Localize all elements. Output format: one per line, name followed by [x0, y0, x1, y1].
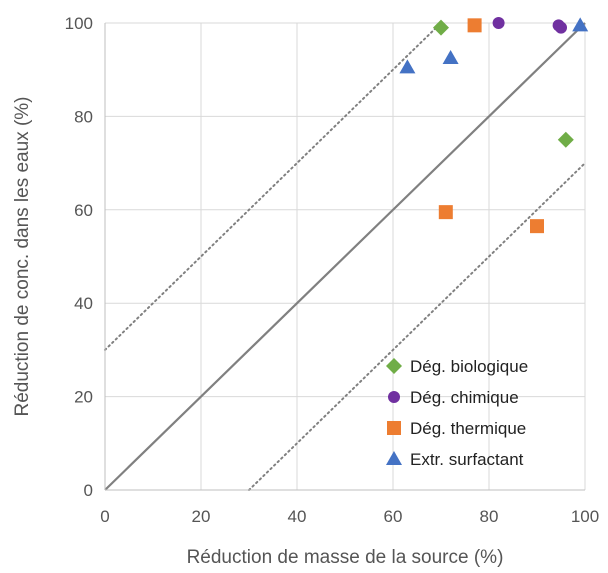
x-tick-label: 0: [100, 507, 109, 526]
x-tick-label: 100: [571, 507, 599, 526]
x-tick-label: 20: [192, 507, 211, 526]
x-tick-label: 80: [480, 507, 499, 526]
legend-label: Dég. biologique: [410, 357, 528, 376]
legend-marker-circle: [388, 391, 400, 403]
tick-labels: 0 20 40 60 80 100 0 20 40 60 80 100: [65, 14, 600, 526]
axes: [104, 23, 585, 491]
x-axis-title: Réduction de masse de la source (%): [187, 547, 504, 568]
y-axis-title: Réduction de conc. dans les eaux (%): [12, 96, 33, 416]
legend: Dég. biologique Dég. chimique Dég. thermiq…: [386, 357, 528, 469]
x-tick-label: 60: [384, 507, 403, 526]
data-point-circle: [492, 17, 505, 29]
y-tick-label: 100: [65, 14, 93, 33]
legend-label: Dég. chimique: [410, 388, 519, 407]
data-point-triangle: [572, 17, 589, 32]
data-point-square: [530, 219, 544, 234]
legend-label: Extr. surfactant: [410, 450, 524, 469]
dotted-bound-line-1: [104, 22, 442, 351]
data-point-square: [467, 18, 482, 33]
y-tick-label: 40: [74, 294, 93, 313]
y-tick-label: 20: [74, 388, 93, 407]
dotted-bound-line-2: [248, 162, 586, 491]
data-point-diamond: [433, 19, 449, 36]
legend-label: Dég. thermique: [410, 419, 526, 438]
x-tick-label: 40: [288, 507, 307, 526]
legend-marker-square: [387, 421, 401, 435]
legend-marker-diamond: [386, 358, 402, 374]
identity-line: [104, 22, 586, 491]
data-point-circle: [555, 21, 567, 34]
legend-marker-triangle: [386, 451, 402, 465]
data-point-triangle: [399, 59, 416, 74]
y-tick-label: 60: [74, 201, 93, 220]
data-point-triangle: [442, 50, 459, 65]
data-points: [399, 17, 589, 234]
data-point-square: [438, 205, 453, 220]
y-tick-label: 0: [84, 481, 93, 500]
y-tick-label: 80: [74, 107, 93, 126]
data-point-diamond: [557, 131, 574, 148]
reference-lines: [104, 22, 586, 491]
